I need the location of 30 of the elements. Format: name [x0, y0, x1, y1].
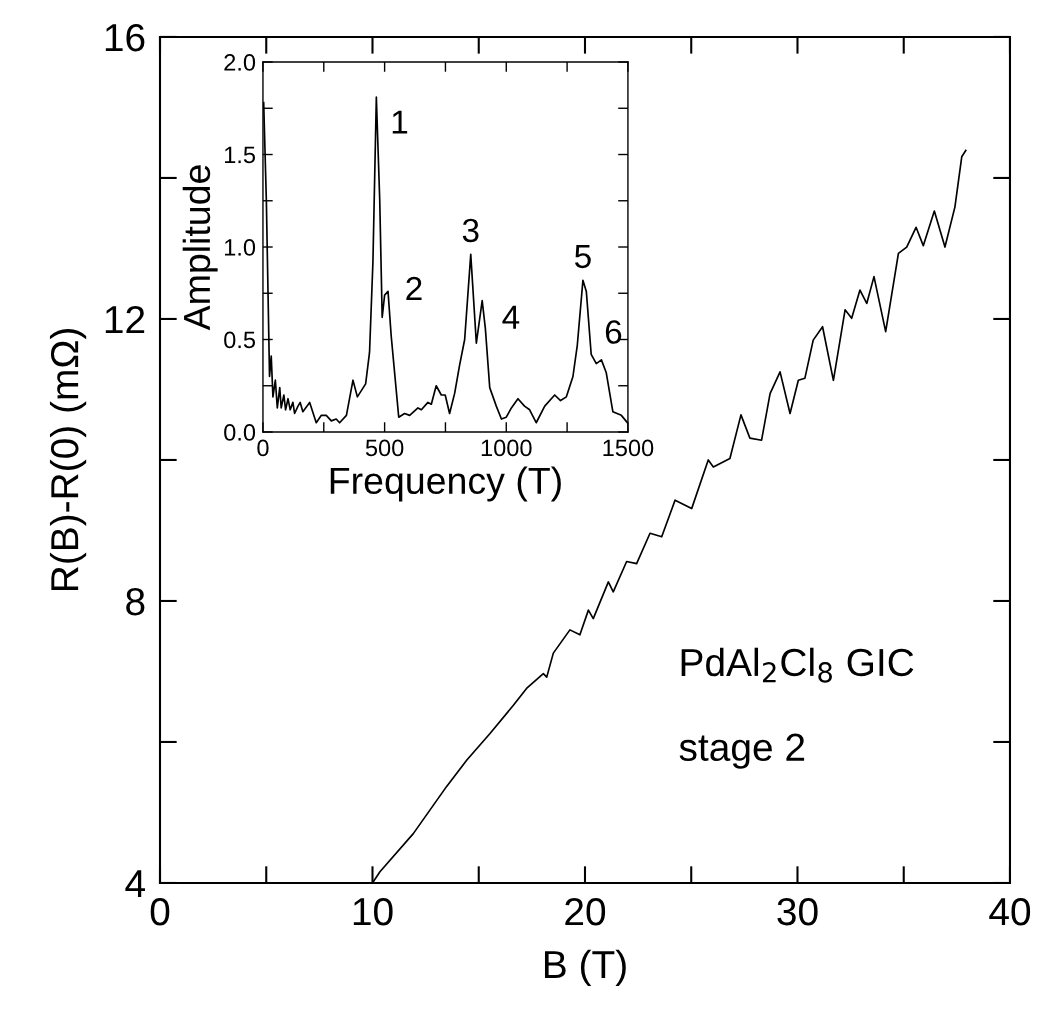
y-tick-label: 4 [125, 870, 145, 898]
x-tick-label: 0 [150, 897, 170, 926]
y-tick-label: 2.0 [224, 54, 256, 71]
x-tick-label: 20 [565, 897, 606, 926]
y-axis-title: Amplitude [182, 165, 218, 331]
annotation: 2 [406, 276, 422, 301]
x-tick-label: 0 [257, 439, 269, 457]
annotation: stage 2 [679, 733, 805, 769]
x-axis-title: Frequency (T) [330, 466, 561, 502]
annotation: PdAl$_{2}$Cl$_{8}$ GIC [681, 647, 914, 683]
annotation: 4 [502, 305, 520, 329]
x-tick-label: 30 [777, 897, 818, 926]
x-tick-label: 1000 [481, 439, 532, 457]
x-axis-title: B (T) [544, 949, 626, 987]
x-tick-label: 40 [989, 897, 1031, 926]
x-tick-label: 1500 [603, 439, 654, 457]
y-tick-label: 0.5 [224, 331, 256, 349]
annotation: 6 [605, 320, 622, 344]
annotation: 1 [392, 110, 408, 134]
y-tick-label: 8 [126, 587, 145, 616]
x-tick-label: 10 [353, 897, 393, 926]
y-tick-label: 16 [105, 23, 145, 52]
y-tick-label: 1.0 [224, 239, 256, 256]
y-tick-label: 12 [105, 305, 145, 334]
x-tick-label: 500 [365, 439, 404, 457]
annotation: 3 [462, 218, 479, 243]
y-tick-label: 1.5 [224, 146, 256, 164]
y-axis-title: R(B)-R(0) (mΩ) [49, 329, 87, 591]
y-tick-label: 0.0 [224, 424, 256, 441]
annotation: 5 [574, 244, 591, 269]
